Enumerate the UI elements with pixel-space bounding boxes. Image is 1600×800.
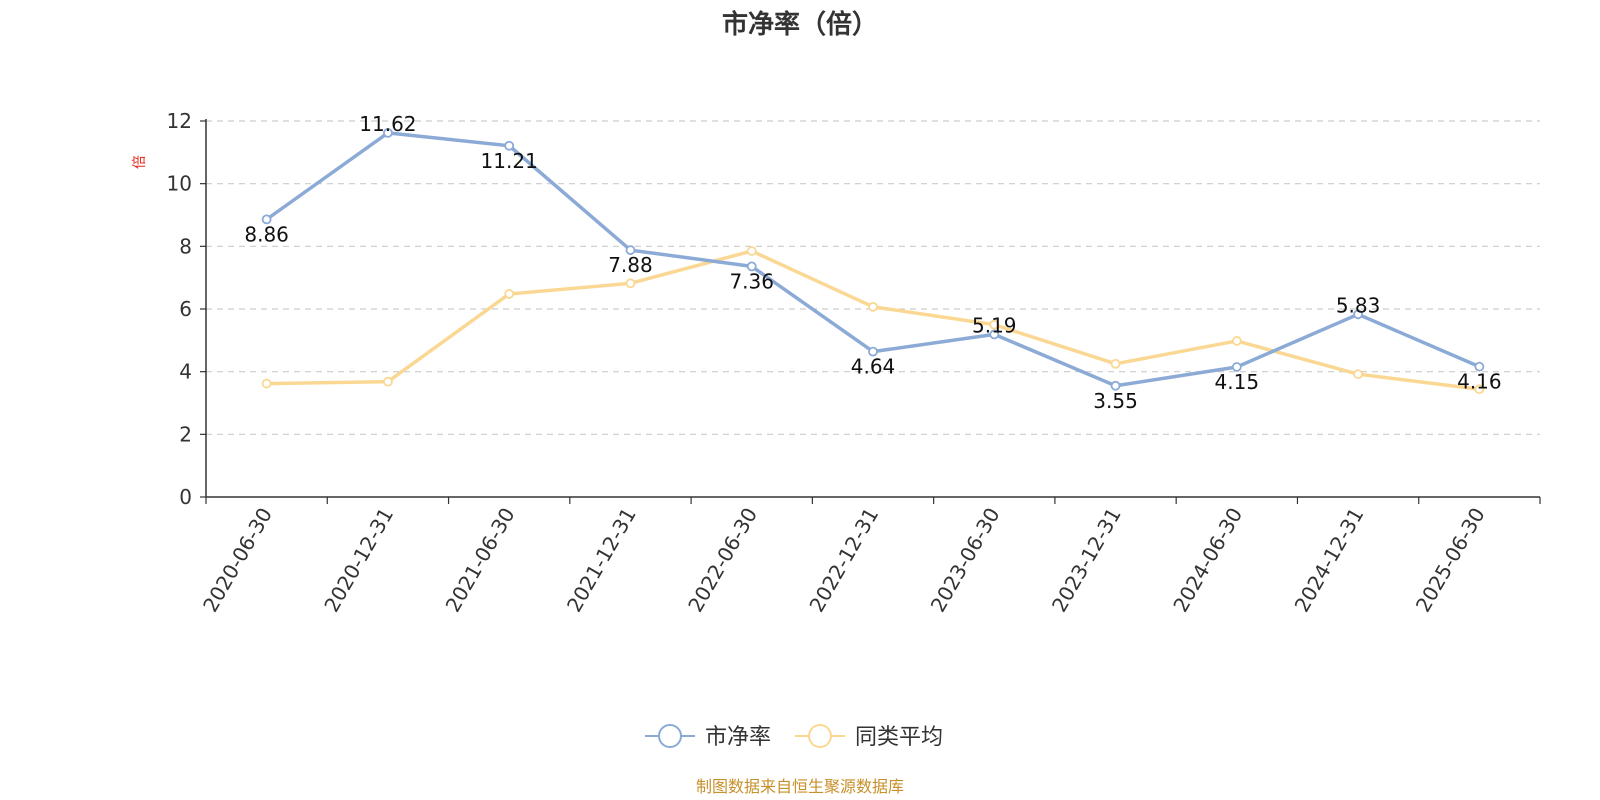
y-tick-label: 4 bbox=[179, 360, 192, 384]
series-point-0 bbox=[1474, 361, 1485, 372]
series-point-0 bbox=[989, 329, 1000, 340]
x-tick-label: 2023-06-30 bbox=[926, 504, 1005, 617]
series-point-1 bbox=[746, 246, 757, 256]
x-tick-label: 2021-06-30 bbox=[441, 504, 520, 617]
y-tick-label: 8 bbox=[179, 234, 192, 258]
series-point-1 bbox=[1353, 369, 1363, 380]
series-point-0 bbox=[383, 128, 393, 138]
data-label: 11.21 bbox=[481, 149, 538, 173]
data-label: 5.19 bbox=[972, 313, 1017, 337]
series-point-0 bbox=[261, 214, 272, 225]
data-label: 11.62 bbox=[359, 112, 416, 136]
data-label: 7.88 bbox=[608, 253, 653, 277]
series-point-0 bbox=[625, 245, 636, 255]
data-label: 3.55 bbox=[1093, 389, 1138, 413]
x-tick-label: 2021-12-31 bbox=[562, 504, 641, 617]
y-tick-label: 10 bbox=[167, 172, 192, 196]
x-tick-label: 2023-12-31 bbox=[1047, 504, 1126, 617]
y-tick-label: 2 bbox=[179, 422, 192, 446]
legend: 市净率 同类平均 bbox=[645, 724, 943, 750]
gridlines bbox=[206, 120, 1540, 435]
chart-title: 市净率（倍） bbox=[722, 9, 878, 40]
legend-label: 同类平均 bbox=[855, 725, 943, 750]
series-point-1 bbox=[1231, 336, 1242, 346]
series-point-1 bbox=[261, 378, 272, 389]
series-layer bbox=[261, 128, 1485, 395]
data-label: 4.16 bbox=[1457, 370, 1502, 394]
legend-item-0[interactable]: 市净率 bbox=[645, 724, 771, 750]
series-point-1 bbox=[1110, 358, 1121, 369]
series-point-1 bbox=[383, 376, 393, 387]
data-label: 5.83 bbox=[1336, 293, 1381, 317]
x-tick-label: 2024-06-30 bbox=[1168, 504, 1247, 617]
data-label: 4.15 bbox=[1215, 370, 1260, 394]
series-point-1 bbox=[989, 319, 1000, 330]
series-point-1 bbox=[504, 289, 515, 299]
x-tick-label: 2020-12-31 bbox=[319, 504, 398, 617]
legend-item-1[interactable]: 同类平均 bbox=[795, 724, 943, 750]
x-tick-label: 2022-06-30 bbox=[683, 504, 762, 617]
x-tick-label: 2024-12-31 bbox=[1290, 504, 1369, 617]
series-point-0 bbox=[1353, 309, 1363, 320]
series-point-1 bbox=[1474, 384, 1485, 395]
x-tick-label: 2020-06-30 bbox=[198, 504, 277, 617]
series-point-0 bbox=[868, 346, 878, 357]
series-point-1 bbox=[625, 278, 636, 289]
series-point-0 bbox=[504, 140, 515, 151]
data-label: 7.36 bbox=[729, 269, 774, 293]
series-point-0 bbox=[746, 261, 757, 272]
legend-marker bbox=[808, 724, 832, 748]
legend-label: 市净率 bbox=[705, 725, 771, 750]
x-tick-label: 2025-06-30 bbox=[1411, 504, 1490, 617]
y-axis-unit-label: 倍 bbox=[132, 155, 148, 169]
data-labels: 8.86 11.62 11.21 7.88 7.36 4.64 5.19 3.55 4.15 5.… bbox=[244, 112, 1501, 413]
series-point-1 bbox=[868, 301, 878, 312]
x-tick-label: 2022-12-31 bbox=[804, 504, 883, 617]
y-tick-label: 6 bbox=[179, 297, 192, 321]
series-point-0 bbox=[1110, 380, 1121, 391]
data-label: 4.64 bbox=[851, 355, 896, 379]
legend-marker bbox=[658, 724, 682, 748]
data-label: 8.86 bbox=[244, 222, 289, 246]
y-tick-label: 12 bbox=[167, 109, 192, 133]
series-point-0 bbox=[1231, 362, 1242, 372]
data-source-note: 制图数据来自恒生聚源数据库 bbox=[696, 777, 904, 796]
y-tick-label: 0 bbox=[179, 485, 192, 509]
